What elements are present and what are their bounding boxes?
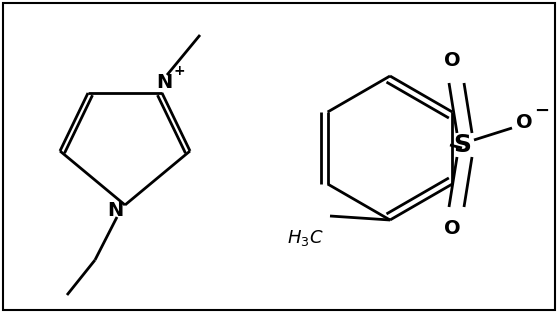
Text: O: O <box>516 114 532 132</box>
Text: $H_3C$: $H_3C$ <box>287 228 323 248</box>
Text: N: N <box>107 201 123 219</box>
Text: S: S <box>453 133 471 157</box>
Text: −: − <box>535 102 550 120</box>
Text: +: + <box>173 64 185 78</box>
Text: O: O <box>444 219 460 239</box>
Text: O: O <box>444 52 460 70</box>
Text: N: N <box>156 74 172 93</box>
